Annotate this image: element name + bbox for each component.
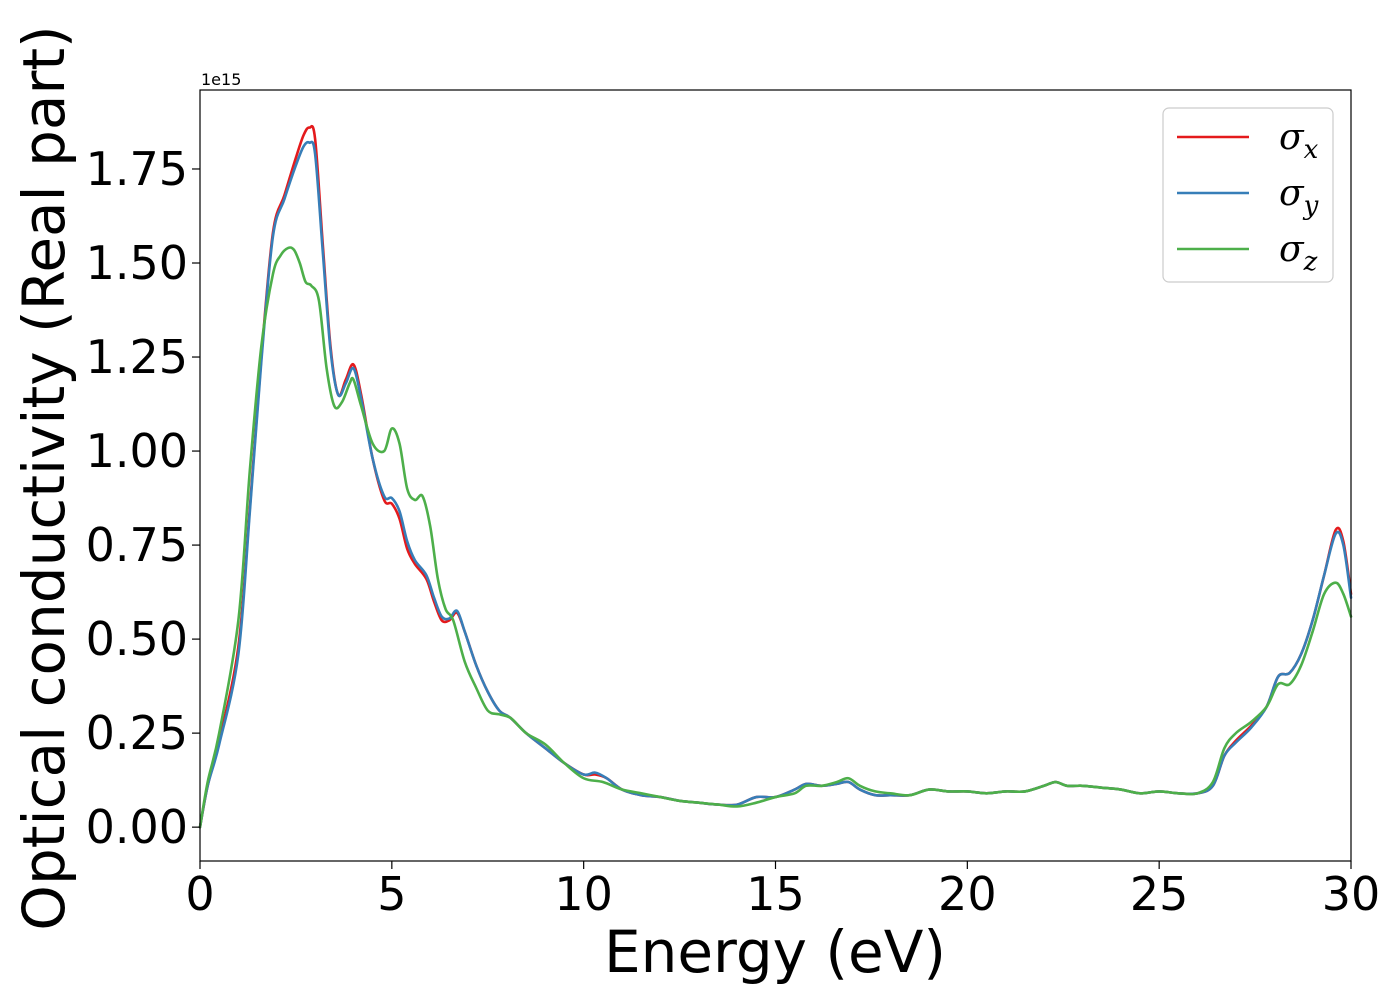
y-axis: 0.00 0.25 0.50 0.75 1.00 1.25 1.50 1.75 bbox=[86, 142, 200, 854]
y-tick-label: 1.25 bbox=[86, 330, 188, 384]
x-axis-label: Energy (eV) bbox=[604, 918, 946, 986]
plot-lines bbox=[198, 124, 1353, 829]
legend: σx σy σz bbox=[1162, 107, 1334, 283]
x-tick-label: 25 bbox=[1130, 867, 1189, 921]
y-tick-label: 1.00 bbox=[86, 424, 188, 478]
y-tick-label: 0.75 bbox=[86, 518, 188, 572]
x-tick-label: 0 bbox=[185, 867, 214, 921]
y-tick-label: 0.50 bbox=[86, 612, 188, 666]
x-tick-label: 20 bbox=[938, 867, 997, 921]
x-tick-label: 5 bbox=[377, 867, 406, 921]
legend-label-y: σy bbox=[1279, 173, 1319, 221]
y-tick-label: 1.50 bbox=[86, 236, 188, 290]
x-axis: 0 5 10 15 20 25 30 bbox=[185, 861, 1380, 921]
x-tick-label: 10 bbox=[554, 867, 613, 921]
x-tick-label: 30 bbox=[1322, 867, 1381, 921]
legend-label-z: σz bbox=[1279, 229, 1318, 277]
legend-label-x: σx bbox=[1279, 117, 1319, 165]
y-axis-label: Optical conductivity (Real part) bbox=[10, 25, 78, 930]
y-tick-label: 0.00 bbox=[86, 800, 188, 854]
series-line-z bbox=[198, 246, 1353, 829]
y-tick-label: 1.75 bbox=[86, 142, 188, 196]
x-tick-label: 15 bbox=[746, 867, 805, 921]
y-tick-label: 0.25 bbox=[86, 706, 188, 760]
legend-box bbox=[1162, 107, 1334, 283]
y-offset-label: 1e15 bbox=[201, 70, 241, 89]
